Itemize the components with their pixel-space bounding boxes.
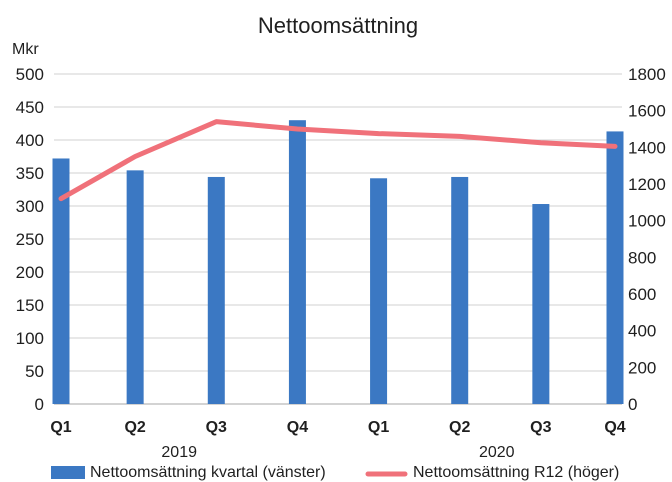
x-tick-label: Q3: [206, 419, 227, 436]
left-tick-label: 150: [16, 296, 44, 315]
legend: Nettoomsättning kvartal (vänster) Nettoom…: [51, 464, 619, 481]
right-tick-label: 1200: [628, 175, 666, 194]
bar-mark: [207, 176, 225, 404]
year-group-label: 2020: [479, 444, 515, 461]
right-tick-label: 1000: [628, 212, 666, 231]
bar-mark: [532, 204, 550, 404]
left-tick-label: 250: [16, 230, 44, 249]
left-tick-label: 0: [35, 395, 44, 414]
left-tick-label: 200: [16, 263, 44, 282]
line-mark: [58, 119, 618, 202]
x-axis-groups: 2019 2020: [161, 444, 514, 461]
right-tick-label: 200: [628, 358, 656, 377]
x-tick-label: Q2: [124, 419, 145, 436]
year-group-label: 2019: [161, 444, 197, 461]
left-tick-label: 50: [25, 362, 44, 381]
left-axis-ticks: 0 50 100 150 200 250 300 350 400 450 500: [16, 65, 44, 414]
right-tick-label: 400: [628, 322, 656, 341]
right-tick-label: 1400: [628, 138, 666, 157]
gridlines: [54, 73, 622, 405]
right-axis-ticks: 0 200 400 600 800 1000 1200 1400 1600 1800: [628, 65, 666, 414]
x-tick-label: Q2: [449, 419, 470, 436]
right-tick-label: 0: [628, 395, 637, 414]
left-tick-label: 400: [16, 131, 44, 150]
right-tick-label: 1600: [628, 102, 666, 121]
right-tick-label: 600: [628, 285, 656, 304]
right-tick-label: 1800: [628, 65, 666, 84]
bar-mark: [288, 120, 306, 404]
left-axis-unit-label: Mkr: [12, 41, 39, 58]
x-tick-label: Q4: [287, 419, 308, 436]
x-axis-ticks: Q1 Q2 Q3 Q4 Q1 Q2 Q3 Q4: [50, 419, 625, 436]
left-tick-label: 300: [16, 197, 44, 216]
bar-mark: [606, 131, 624, 405]
right-tick-label: 800: [628, 248, 656, 267]
line-series: [58, 119, 618, 202]
left-tick-label: 500: [16, 65, 44, 84]
bar-mark: [52, 158, 70, 404]
left-tick-label: 350: [16, 164, 44, 183]
bar-mark: [451, 176, 469, 404]
x-tick-label: Q1: [50, 419, 71, 436]
legend-bar-label: Nettoomsättning kvartal (vänster): [90, 464, 326, 481]
x-tick-label: Q4: [604, 419, 625, 436]
x-tick-label: Q3: [530, 419, 551, 436]
legend-line-label: Nettoomsättning R12 (höger): [413, 464, 619, 481]
left-tick-label: 450: [16, 98, 44, 117]
legend-bar-swatch: [51, 466, 85, 479]
chart-title: Nettoomsättning: [258, 13, 418, 38]
bar-mark: [370, 178, 388, 404]
bar-mark: [126, 170, 144, 404]
left-tick-label: 100: [16, 329, 44, 348]
x-tick-label: Q1: [368, 419, 389, 436]
bar-series: [52, 120, 624, 405]
